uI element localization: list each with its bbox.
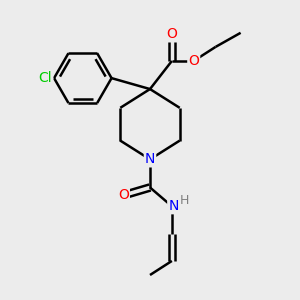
Text: N: N [168,199,178,213]
Text: Cl: Cl [38,71,52,85]
Text: H: H [180,194,189,206]
Text: O: O [118,188,129,202]
Text: N: N [145,152,155,167]
Text: O: O [167,27,177,41]
Text: O: O [188,54,199,68]
